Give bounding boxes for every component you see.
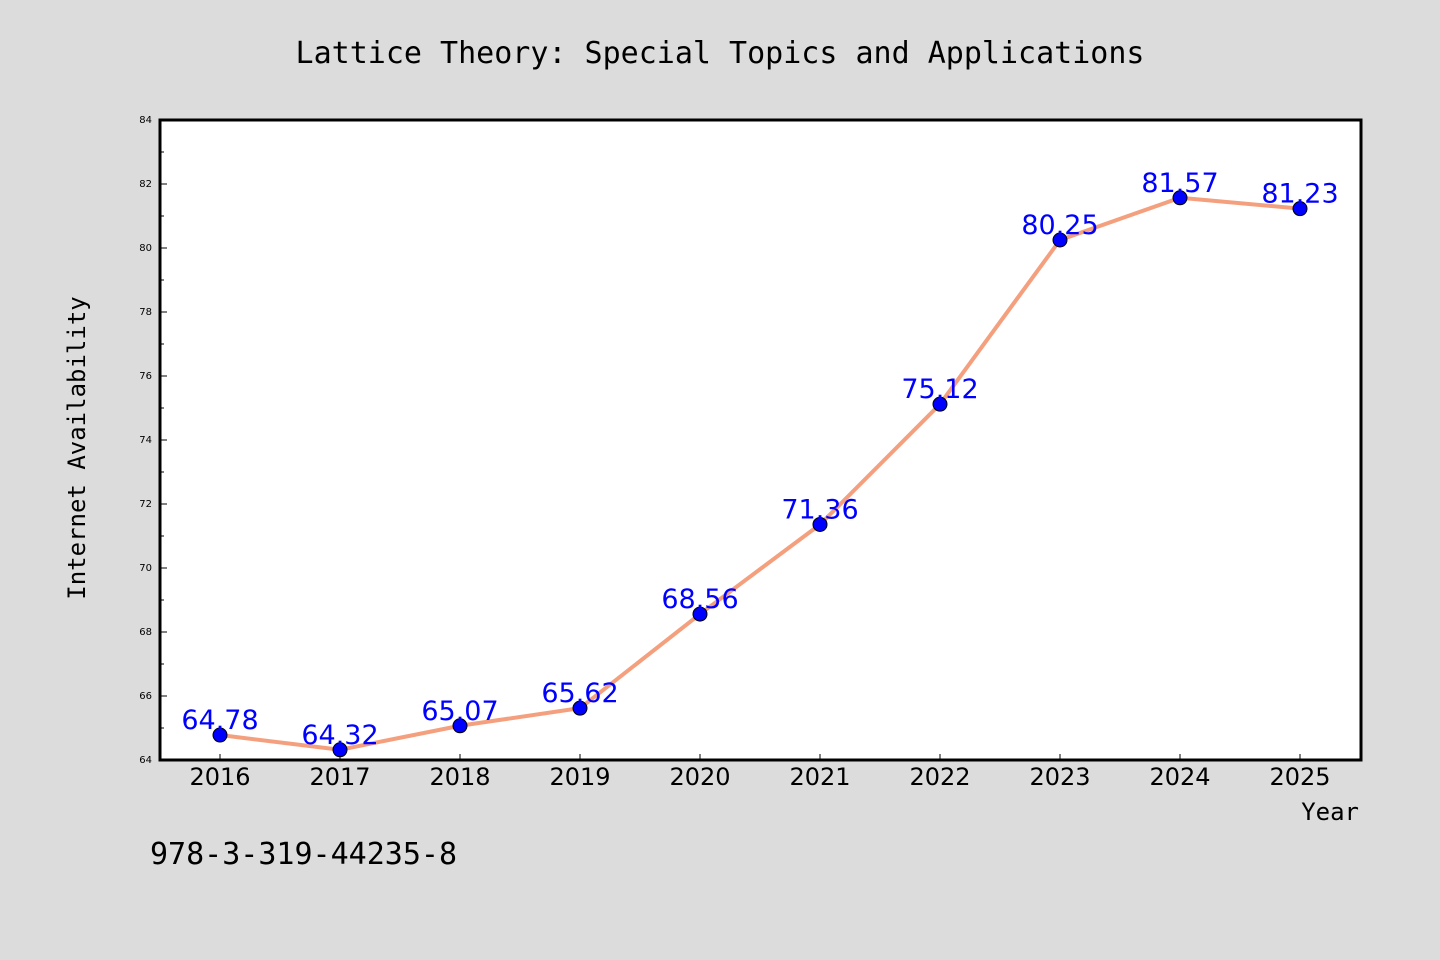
data-label: 81.57	[1141, 168, 1218, 199]
x-tick-label: 2025	[1269, 763, 1330, 791]
y-tick-label: 70	[139, 563, 152, 574]
y-tick-label: 80	[139, 243, 152, 254]
x-tick-label: 2020	[669, 763, 730, 791]
data-point	[692, 606, 708, 622]
data-point	[332, 742, 348, 758]
data-label: 64.78	[181, 705, 258, 736]
data-point	[1052, 232, 1068, 248]
x-axis: 2016 2017 2018 2019 2020 2021 2022 2023 2024 2025	[189, 754, 1331, 791]
y-tick-label: 72	[139, 499, 152, 510]
data-point	[452, 718, 468, 734]
data-point	[1172, 190, 1188, 206]
data-label: 81.23	[1261, 179, 1338, 210]
footnote: 978-3-319-44235-8	[150, 837, 457, 872]
data-series	[212, 190, 1308, 758]
y-tick-label: 68	[139, 627, 152, 638]
y-tick-label: 74	[139, 435, 152, 446]
y-tick-label: 78	[139, 307, 152, 318]
data-label: 71.36	[781, 494, 858, 525]
y-axis-title: Internet Availability	[63, 296, 91, 599]
x-tick-label: 2018	[429, 763, 490, 791]
data-point	[1292, 201, 1308, 217]
y-axis: 64 66 68 70 72 74 76 78 80 82 84	[139, 115, 167, 766]
y-tick-label: 82	[139, 179, 152, 190]
data-label: 75.12	[901, 374, 978, 405]
x-tick-label: 2023	[1029, 763, 1090, 791]
chart-title: Lattice Theory: Special Topics and Appli…	[296, 36, 1145, 71]
plot-area	[158, 118, 1363, 762]
y-tick-label: 76	[139, 371, 152, 382]
data-label: 68.56	[661, 584, 738, 615]
y-tick-label: 66	[139, 691, 152, 702]
data-label: 65.07	[421, 696, 498, 727]
data-point	[812, 516, 828, 532]
data-label: 80.25	[1021, 210, 1098, 241]
series-line	[218, 195, 1302, 752]
x-tick-label: 2019	[549, 763, 610, 791]
data-point	[212, 727, 228, 743]
data-point	[572, 700, 588, 716]
x-tick-label: 2024	[1149, 763, 1210, 791]
data-label: 64.32	[301, 720, 378, 751]
data-point	[932, 396, 948, 412]
x-tick-label: 2017	[309, 763, 370, 791]
y-tick-label: 64	[139, 755, 152, 766]
x-tick-label: 2021	[789, 763, 850, 791]
x-axis-title: Year	[1301, 798, 1359, 826]
x-tick-label: 2016	[189, 763, 250, 791]
x-tick-label: 2022	[909, 763, 970, 791]
data-labels: 64.78 64.32 65.07 65.62 68.56 71.36 75.12 80.25…	[181, 168, 1338, 751]
data-label: 65.62	[541, 678, 618, 709]
y-tick-label: 84	[139, 115, 152, 126]
